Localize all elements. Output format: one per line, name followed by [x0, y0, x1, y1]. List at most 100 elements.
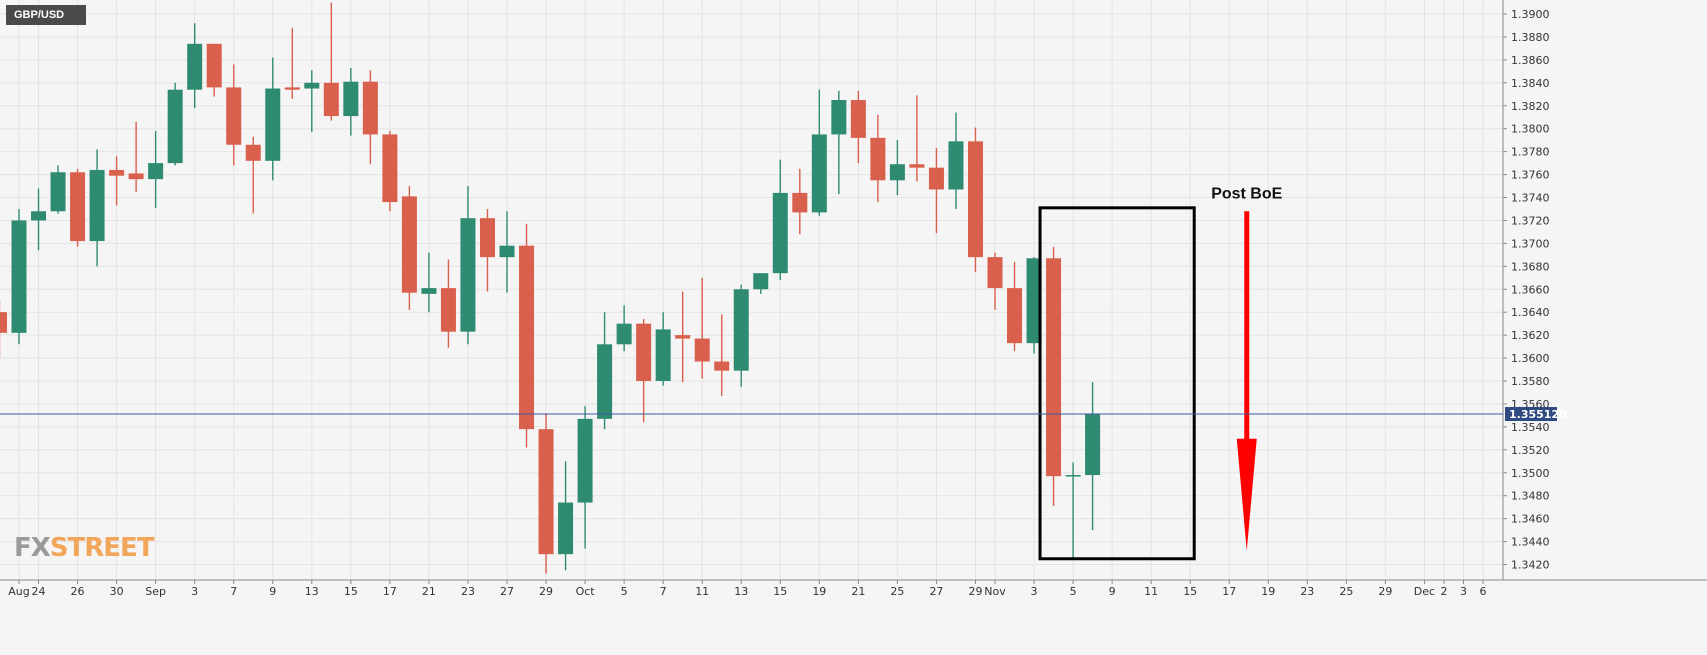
- candle-body: [11, 220, 27, 333]
- x-tick-label: 3: [1031, 585, 1038, 598]
- candle-bearish: [0, 300, 7, 359]
- candle-bearish: [284, 27, 300, 99]
- candle-body: [304, 82, 320, 89]
- candle-body: [792, 192, 808, 213]
- candle-body: [460, 218, 476, 332]
- candle-bullish: [31, 188, 47, 251]
- x-tick-label: 25: [1339, 585, 1353, 598]
- x-tick-label: 11: [695, 585, 709, 598]
- candle-body: [928, 167, 944, 190]
- y-tick-label: 1.3640: [1511, 306, 1550, 319]
- candle-bullish: [460, 186, 476, 345]
- candle-body: [519, 245, 535, 430]
- x-tick-label: 7: [660, 585, 667, 598]
- x-tick-label: 29: [539, 585, 553, 598]
- candle-bearish: [128, 121, 144, 192]
- candle-body: [89, 169, 105, 242]
- candle-body: [148, 163, 164, 180]
- candle-body: [948, 141, 964, 190]
- x-tick-label: 27: [929, 585, 943, 598]
- candle-bullish: [889, 140, 905, 196]
- candle-bearish: [1007, 261, 1023, 352]
- y-tick-label: 1.3440: [1511, 536, 1550, 549]
- annotations: Post BoE: [1038, 185, 1283, 561]
- y-tick-label: 1.3540: [1511, 421, 1550, 434]
- y-tick-label: 1.3780: [1511, 146, 1550, 159]
- candle-body: [1026, 258, 1042, 344]
- x-tick-label: 19: [1261, 585, 1275, 598]
- x-tick-label: Sep: [145, 585, 166, 598]
- candle-body: [1065, 475, 1081, 477]
- candle-bearish: [675, 291, 691, 383]
- x-tick-label: 2: [1440, 585, 1447, 598]
- candle-body: [323, 82, 339, 117]
- candle-body: [753, 273, 769, 290]
- candle-bullish: [343, 67, 359, 136]
- candle-bullish: [616, 305, 632, 352]
- candle-body: [967, 141, 983, 258]
- y-tick-label: 1.3600: [1511, 352, 1550, 365]
- x-tick-label: 3: [191, 585, 198, 598]
- y-tick-label: 1.3720: [1511, 214, 1550, 227]
- y-tick-label: 1.3900: [1511, 8, 1550, 21]
- candle-body: [714, 361, 730, 371]
- candle-body: [479, 218, 495, 258]
- candle-bearish: [109, 156, 125, 206]
- x-tick-label: 24: [32, 585, 46, 598]
- candle-bullish: [187, 23, 203, 109]
- y-tick-label: 1.3480: [1511, 490, 1550, 503]
- x-tick-label: 29: [968, 585, 982, 598]
- candle-bullish: [50, 165, 66, 214]
- y-tick-label: 1.3460: [1511, 513, 1550, 526]
- x-tick-label: 29: [1378, 585, 1392, 598]
- x-tick-label: 21: [422, 585, 436, 598]
- y-tick-label: 1.3800: [1511, 123, 1550, 136]
- x-tick-label: 27: [500, 585, 514, 598]
- candle-bullish: [11, 208, 27, 345]
- x-tick-label: 30: [110, 585, 124, 598]
- y-tick-label: 1.3840: [1511, 77, 1550, 90]
- candle-bullish: [1026, 257, 1042, 354]
- candle-bearish: [440, 259, 456, 348]
- candle-body: [616, 323, 632, 345]
- y-tick-label: 1.3860: [1511, 54, 1550, 67]
- candle-body: [987, 257, 1003, 289]
- candle-body: [811, 134, 827, 213]
- y-tick-label: 1.3740: [1511, 192, 1550, 205]
- y-tick-label: 1.3680: [1511, 260, 1550, 273]
- candle-bearish: [206, 43, 222, 97]
- candle-body: [558, 502, 574, 555]
- x-tick-label: 11: [1144, 585, 1158, 598]
- candle-body: [343, 81, 359, 117]
- candle-bearish: [694, 277, 710, 379]
- x-tick-label: 23: [1300, 585, 1314, 598]
- candle-bearish: [538, 413, 554, 574]
- candle-body: [187, 43, 203, 90]
- x-tick-label: 3: [1460, 585, 1467, 598]
- candle-body: [909, 164, 925, 168]
- y-tick-label: 1.3760: [1511, 169, 1550, 182]
- candle-bullish: [655, 312, 671, 386]
- candle-bearish: [245, 136, 261, 214]
- highlight-box: [1038, 206, 1196, 561]
- candle-bullish: [499, 211, 515, 293]
- candle-bullish: [772, 159, 788, 281]
- candle-body: [655, 329, 671, 381]
- candle-body: [733, 289, 749, 371]
- x-tick-label: 5: [1070, 585, 1077, 598]
- candle-bearish: [792, 168, 808, 235]
- candle-bullish: [1065, 462, 1081, 559]
- x-tick-label: 9: [1109, 585, 1116, 598]
- candle-bullish: [265, 57, 281, 181]
- candle-body: [31, 211, 47, 221]
- y-axis-labels: 1.3420 1.3440 1.3460 1.3480 1.3500 1.3520 1.35…: [1511, 8, 1550, 572]
- candle-body: [265, 88, 281, 161]
- y-tick-label: 1.3420: [1511, 559, 1550, 572]
- x-tick-label: 15: [344, 585, 358, 598]
- x-tick-label: 21: [851, 585, 865, 598]
- candle-bullish: [831, 90, 847, 195]
- candle-body: [850, 100, 866, 138]
- candle-body: [401, 196, 417, 293]
- fxstreet-logo: FXSTREET: [14, 533, 155, 563]
